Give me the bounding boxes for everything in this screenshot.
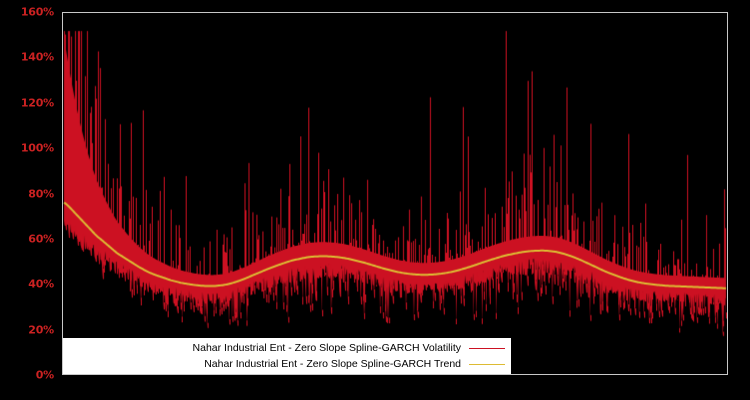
legend-label-trend: Nahar Industrial Ent - Zero Slope Spline…	[204, 358, 461, 370]
legend-line-sample-volatility-icon	[469, 347, 505, 349]
legend-item-volatility[interactable]: Nahar Industrial Ent - Zero Slope Spline…	[63, 340, 511, 356]
y-axis-tick-label: 20%	[28, 323, 54, 337]
y-axis-tick-label: 160%	[20, 5, 54, 19]
y-axis-tick-label: 100%	[20, 141, 54, 155]
y-axis-tick-label: 0%	[35, 368, 54, 382]
legend-item-trend[interactable]: Nahar Industrial Ent - Zero Slope Spline…	[63, 356, 511, 372]
y-axis-tick-label: 80%	[28, 187, 54, 200]
y-axis-tick-label: 40%	[28, 277, 54, 291]
y-axis: 160% 140% 120% 100% 80% 60% 40% 20% 0%	[0, 0, 62, 400]
legend-line-sample-trend-icon	[469, 363, 505, 365]
chart-legend: Nahar Industrial Ent - Zero Slope Spline…	[63, 338, 511, 374]
legend-label-volatility: Nahar Industrial Ent - Zero Slope Spline…	[192, 342, 461, 354]
volatility-chart-canvas	[63, 13, 727, 374]
y-axis-tick-label: 140%	[20, 50, 54, 64]
y-axis-tick-label: 120%	[20, 96, 54, 110]
y-axis-tick-label: 60%	[28, 232, 54, 246]
plot-area	[62, 12, 728, 375]
